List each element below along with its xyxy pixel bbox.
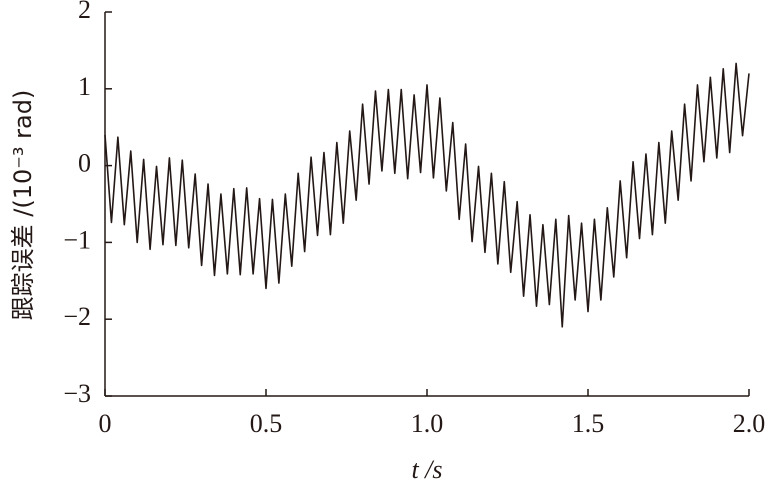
x-axis-label: t /s	[411, 455, 442, 484]
y-tick-label: −3	[63, 379, 91, 408]
y-tick-label: 2	[78, 0, 91, 24]
y-tick-label: 0	[78, 149, 91, 178]
y-axis-label: 跟踪误差 /(10⁻³ rad)	[9, 90, 37, 321]
x-tick-label: 0.5	[250, 409, 283, 438]
y-tick-label: 1	[78, 72, 91, 101]
y-tick-label: −1	[63, 225, 91, 254]
y-tick-label: −2	[63, 302, 91, 331]
x-tick-label: 1.0	[411, 409, 444, 438]
x-tick-label: 0	[99, 409, 112, 438]
x-tick-label: 1.5	[572, 409, 605, 438]
data-line	[104, 62, 750, 328]
x-tick-label: 2.0	[733, 409, 766, 438]
